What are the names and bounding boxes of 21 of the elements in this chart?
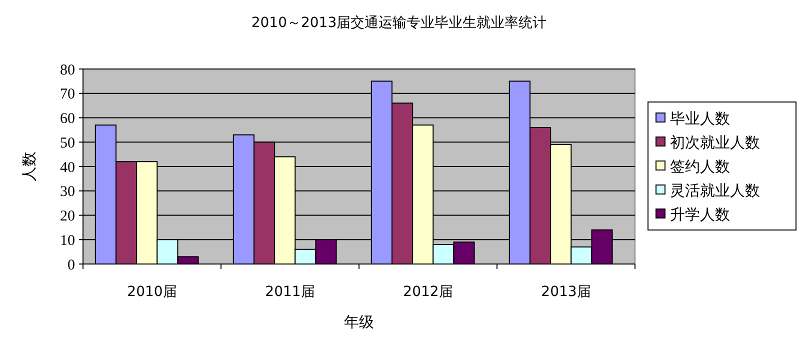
x-tick-label: 2012届 [403, 284, 453, 300]
x-tick-label: 2013届 [541, 284, 591, 300]
y-tick-label: 60 [60, 111, 75, 127]
x-axis-title: 年级 [344, 313, 374, 331]
y-tick-label: 40 [60, 160, 75, 176]
y-tick-label: 50 [60, 135, 75, 152]
chart-title: 2010～2013届交通运输专业毕业生就业率统计 [251, 15, 547, 31]
legend-label: 灵活就业人数 [670, 181, 760, 200]
legend-label: 毕业人数 [670, 109, 730, 128]
x-tick-label: 2010届 [127, 284, 177, 300]
legend-label: 初次就业人数 [670, 133, 760, 152]
y-axis-title: 人数 [20, 152, 38, 182]
y-tick-label: 30 [60, 184, 75, 200]
y-tick-label: 20 [60, 208, 75, 224]
y-tick-label: 0 [68, 257, 75, 274]
y-tick-label: 80 [60, 62, 75, 78]
x-tick-label: 2011届 [265, 284, 315, 300]
legend-label: 签约人数 [670, 157, 730, 176]
y-tick-label: 70 [60, 86, 75, 103]
legend-label: 升学人数 [670, 205, 730, 224]
y-tick-label: 10 [60, 232, 75, 249]
